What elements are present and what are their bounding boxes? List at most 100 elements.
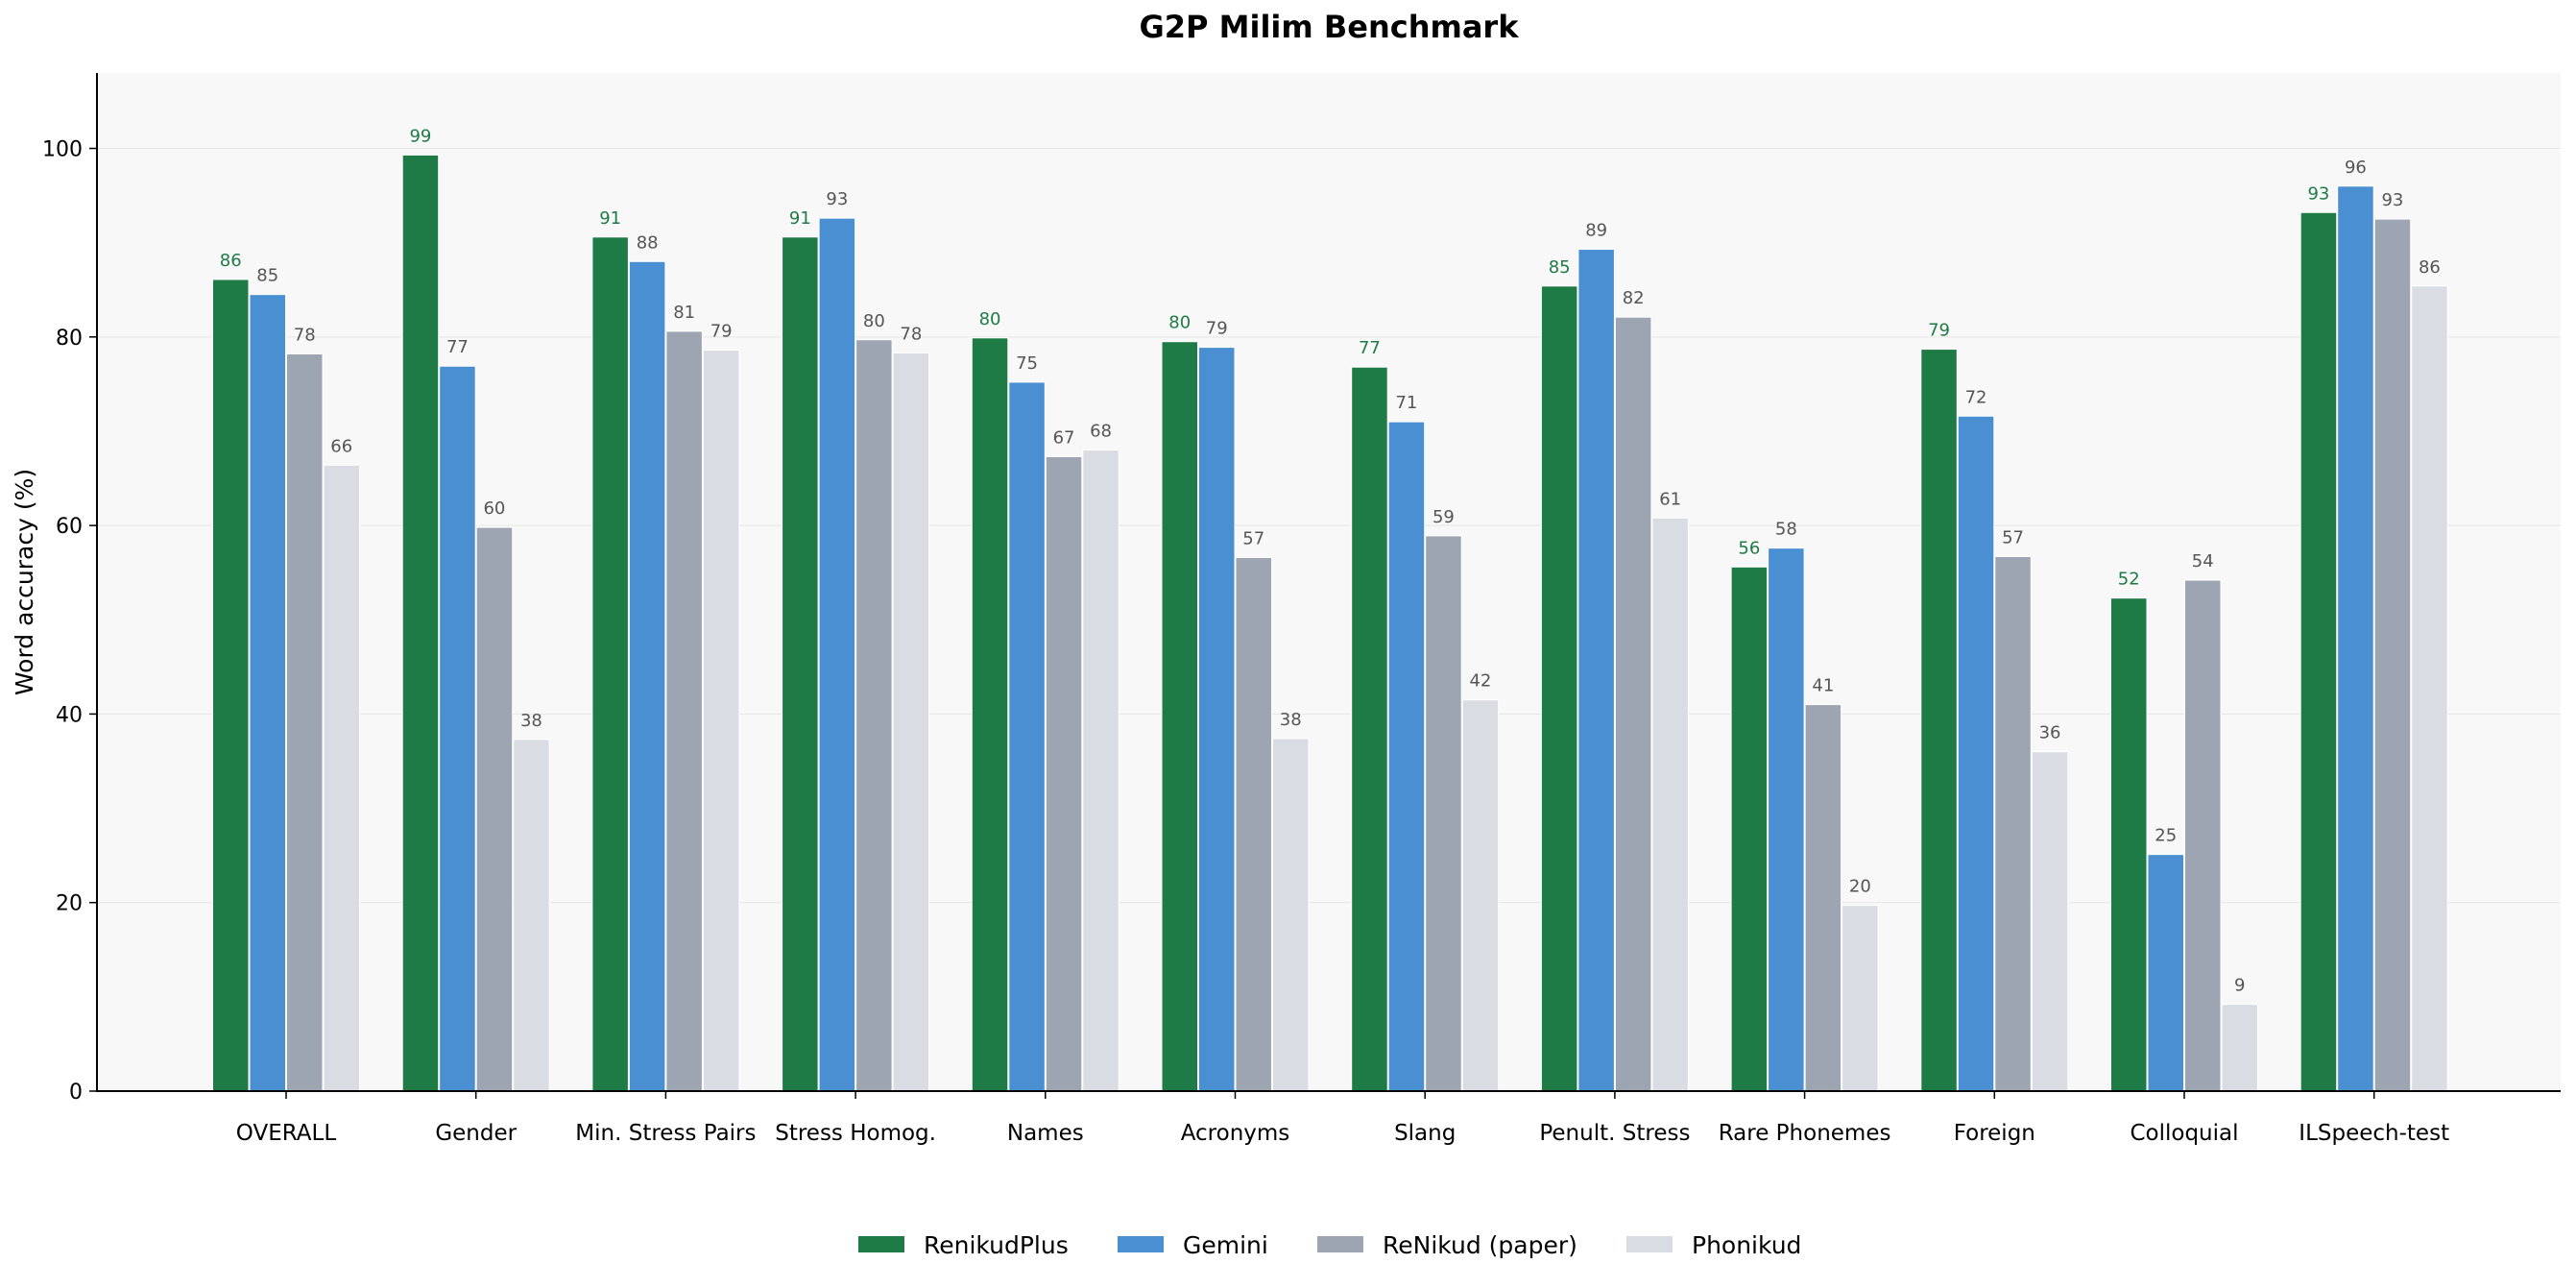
bar <box>1842 905 1879 1092</box>
data-label: 91 <box>789 208 811 229</box>
data-label: 93 <box>826 189 848 209</box>
bar <box>1425 535 1462 1092</box>
bar <box>212 279 250 1092</box>
bar <box>439 365 476 1092</box>
x-tick-label: OVERALL <box>236 1121 337 1146</box>
bar <box>2411 285 2448 1092</box>
legend-swatch <box>1118 1236 1164 1252</box>
data-label: 38 <box>1280 710 1302 730</box>
data-label: 79 <box>1928 321 1950 341</box>
y-tick-label: 100 <box>42 138 83 162</box>
x-tick-label: Stress Homog. <box>775 1121 936 1146</box>
x-tick-label: Penult. Stress <box>1539 1121 1690 1146</box>
data-label: 93 <box>2381 190 2403 210</box>
data-label: 88 <box>637 232 659 253</box>
data-label: 78 <box>294 325 316 345</box>
bar <box>782 236 819 1092</box>
data-label: 42 <box>1469 671 1491 692</box>
bar <box>1235 556 1272 1092</box>
data-label: 56 <box>1738 538 1760 558</box>
bar <box>2373 218 2412 1092</box>
data-label: 36 <box>2039 723 2061 743</box>
data-label: 68 <box>1090 422 1112 442</box>
data-label: 79 <box>1206 319 1228 339</box>
data-label: 41 <box>1812 676 1834 696</box>
bar <box>2110 597 2148 1092</box>
x-ticks: OVERALL Gender Min. Stress Pairs Stress Hom… <box>236 1091 2449 1146</box>
x-tick-label: ILSpeech-test <box>2299 1121 2449 1146</box>
bar <box>1651 517 1689 1092</box>
bar <box>2337 185 2374 1092</box>
data-label: 57 <box>1242 528 1264 548</box>
bar <box>628 260 666 1092</box>
bar <box>1161 341 1198 1092</box>
bar <box>1730 566 1769 1092</box>
y-tick-label: 20 <box>56 892 83 916</box>
data-label: 52 <box>2118 570 2140 590</box>
bar <box>1045 455 1083 1092</box>
bar <box>286 352 324 1092</box>
data-label: 85 <box>256 266 278 286</box>
data-label: 72 <box>1965 387 1987 407</box>
data-label: 91 <box>599 208 621 229</box>
data-label: 59 <box>1432 507 1455 527</box>
data-label: 9 <box>2234 976 2245 996</box>
y-tick-label: 60 <box>56 515 83 539</box>
bar <box>2147 854 2184 1092</box>
data-label: 38 <box>520 711 542 731</box>
y-tick-label: 0 <box>69 1081 83 1105</box>
bar <box>1198 347 1236 1092</box>
bar <box>1351 366 1388 1092</box>
x-tick-label: Rare Phonemes <box>1719 1121 1891 1146</box>
legend-label: RenikudPlus <box>924 1231 1069 1259</box>
data-label: 99 <box>409 126 431 146</box>
data-label: 81 <box>673 303 695 323</box>
legend-label: Phonikud <box>1692 1231 1801 1259</box>
bar <box>2221 1004 2258 1092</box>
bar <box>2184 579 2222 1092</box>
bar <box>1920 349 1958 1092</box>
bar <box>1614 316 1652 1092</box>
data-label: 77 <box>1359 338 1381 358</box>
y-tick-label: 80 <box>56 327 83 351</box>
bar <box>855 339 893 1092</box>
bar <box>401 154 440 1092</box>
data-label: 20 <box>1849 877 1871 897</box>
data-label: 86 <box>220 251 242 271</box>
data-label: 75 <box>1016 353 1038 374</box>
bar <box>1577 249 1615 1092</box>
legend-swatch <box>858 1236 904 1252</box>
data-label: 79 <box>710 322 733 342</box>
bar <box>475 526 514 1092</box>
data-label: 54 <box>2192 551 2214 571</box>
y-axis-label: Word accuracy (%) <box>11 469 38 695</box>
data-label: 60 <box>483 498 505 519</box>
data-label: 61 <box>1659 489 1681 509</box>
bar <box>323 464 360 1092</box>
bar <box>2299 211 2338 1092</box>
bar <box>1804 704 1842 1092</box>
data-label: 66 <box>330 436 352 456</box>
bar <box>702 350 740 1092</box>
y-tick-label: 40 <box>56 703 83 727</box>
bar <box>591 236 629 1092</box>
data-label: 96 <box>2345 158 2367 178</box>
x-tick-label: Min. Stress Pairs <box>575 1121 756 1146</box>
bar <box>1387 421 1426 1092</box>
data-label: 93 <box>2307 183 2329 204</box>
data-label: 89 <box>1585 221 1607 241</box>
x-tick-label: Acronyms <box>1181 1121 1290 1146</box>
bar <box>892 352 930 1092</box>
data-label: 80 <box>863 311 885 331</box>
x-tick-label: Foreign <box>1954 1121 2035 1146</box>
bar <box>1082 450 1119 1092</box>
bar <box>1272 738 1310 1092</box>
legend-label: ReNikud (paper) <box>1383 1231 1577 1259</box>
bar <box>2031 751 2069 1092</box>
bar <box>249 294 286 1092</box>
data-label: 80 <box>1168 313 1191 333</box>
bar <box>818 217 856 1092</box>
bar <box>1768 547 1805 1092</box>
